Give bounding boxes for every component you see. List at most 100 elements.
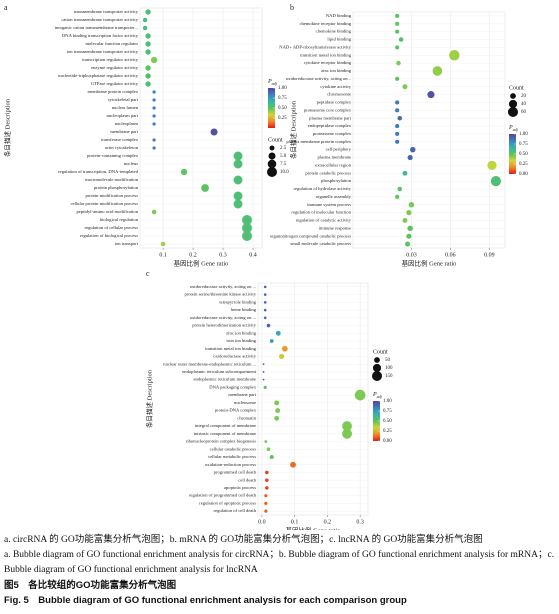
bubble xyxy=(395,29,400,34)
y-tick-label: organonitrogen compound catabolic proces… xyxy=(270,233,351,238)
y-tick-label: transmembrane transporter activity xyxy=(74,9,139,14)
bubble xyxy=(145,81,151,87)
bubble xyxy=(142,17,148,23)
bubble xyxy=(395,45,400,50)
legend-title-sub: adj xyxy=(272,81,278,86)
y-axis-title: 条目描述 Description xyxy=(288,100,297,159)
size-key xyxy=(510,93,516,99)
y-tick-label: biological regulation xyxy=(100,217,139,222)
y-tick-label: plasma membrane part xyxy=(309,115,352,120)
color-tick-label: 0.25 xyxy=(519,162,528,167)
y-tick-label: ion transmembrane transporter activity xyxy=(67,49,139,54)
y-tick-label: ion transport xyxy=(115,241,139,246)
size-key-label: 20 xyxy=(521,94,527,99)
color-legend-title: Padj xyxy=(372,392,383,399)
bubble xyxy=(160,241,166,247)
y-tick-label: proteasome core complex xyxy=(304,107,352,112)
y-tick-label: enzyme regulator activity xyxy=(91,65,139,70)
size-key-label: 100 xyxy=(385,366,393,371)
y-tick-label: regulation of molecular function xyxy=(291,210,351,215)
y-tick-label: plasma membrane xyxy=(317,155,351,160)
size-legend-title: Count xyxy=(509,85,524,91)
x-tick-label: 0.2 xyxy=(324,519,332,525)
y-tick-label: molecular function regulator xyxy=(85,41,138,46)
y-tick-label: nucleus xyxy=(124,161,138,166)
bubble xyxy=(395,108,400,113)
color-tick-label: 0.50 xyxy=(519,152,528,157)
bubble xyxy=(269,454,274,460)
y-tick-label: peptidase complex xyxy=(317,100,352,105)
bubble xyxy=(264,494,268,498)
size-legend-title: Count xyxy=(373,349,388,355)
bubble xyxy=(262,371,265,373)
y-tick-label: oxidoreductase activity, acting on ... xyxy=(190,284,256,290)
bubble xyxy=(263,385,267,389)
x-tick-label: 0.2 xyxy=(189,252,197,258)
y-tick-label: NAD+ ADP-ribosyltransferase activity xyxy=(279,44,351,49)
bubble xyxy=(264,509,268,513)
y-tick-label: small molecule catabolic process xyxy=(290,241,351,246)
y-tick-label: actin cytoskeleton xyxy=(105,145,139,150)
bubble xyxy=(242,223,253,233)
bubble xyxy=(265,486,269,490)
bubble xyxy=(449,50,460,61)
bubble xyxy=(398,37,404,42)
bubble xyxy=(145,33,151,39)
bubble xyxy=(152,106,156,110)
bubble xyxy=(152,98,156,102)
bubble xyxy=(395,76,400,81)
y-tick-label: cell periphery xyxy=(326,147,352,152)
plot-area xyxy=(257,282,369,516)
bubble xyxy=(180,168,188,176)
bubble xyxy=(152,114,156,118)
bubble xyxy=(407,225,413,232)
bubble xyxy=(395,21,400,26)
y-tick-label: oxidoreductase activity xyxy=(213,354,256,359)
y-tick-label: transition metal ion binding xyxy=(300,52,352,57)
y-tick-label: regulation of apoptotic process xyxy=(199,500,256,505)
y-tick-label: cellular metabolic process xyxy=(208,454,256,459)
color-tick-label: 0.00 xyxy=(383,439,392,444)
size-key xyxy=(507,106,519,118)
y-tick-label: zinc ion binding xyxy=(321,68,352,73)
color-tick-label: 0.75 xyxy=(383,409,392,414)
y-tick-label: chromatin xyxy=(237,415,256,420)
bubble xyxy=(152,146,156,150)
y-tick-label: immune response xyxy=(319,225,351,230)
y-tick-label: plasma membrane protein complex xyxy=(286,139,351,144)
x-tick-label: 0.3 xyxy=(219,252,227,258)
y-tick-label: programmed cell death xyxy=(214,470,257,475)
y-tick-label: chromosome xyxy=(327,92,351,97)
bubble xyxy=(402,84,408,90)
bubble xyxy=(263,293,267,296)
y-axis-title: 条目描述 Description xyxy=(144,369,153,428)
size-key xyxy=(371,370,383,382)
color-bar xyxy=(268,88,275,128)
size-key-label: 60 xyxy=(521,110,527,115)
bubble xyxy=(290,461,296,468)
bubble xyxy=(406,233,412,239)
y-tick-label: protein serine/threonine kinase activity xyxy=(184,292,256,297)
size-key xyxy=(269,145,275,151)
y-tick-label: extracellular region xyxy=(315,162,352,167)
bubble xyxy=(406,210,412,216)
bubble xyxy=(145,73,151,79)
size-key-label: 7.5 xyxy=(280,162,287,167)
color-legend-title: Padj xyxy=(508,125,519,132)
y-tick-label: nucleosome xyxy=(234,400,256,405)
bubble xyxy=(395,100,400,105)
bubble xyxy=(263,308,267,312)
y-tick-label: regulation of catalytic activity xyxy=(296,218,352,223)
bubble xyxy=(152,138,156,142)
y-tick-label: tetrapyrrole binding xyxy=(219,299,256,304)
size-key xyxy=(374,357,380,363)
figure-title-zh: 图5 各比较组的GO功能富集分析气泡图 xyxy=(4,580,177,591)
caption-en: a. Bubble diagram of GO functional enric… xyxy=(4,550,555,575)
x-tick-label: 0.09 xyxy=(484,252,495,258)
bubble xyxy=(145,41,151,47)
panel-label: b xyxy=(290,3,294,12)
size-key xyxy=(508,99,518,109)
panel-label: c xyxy=(146,269,150,278)
bubble xyxy=(407,154,413,161)
